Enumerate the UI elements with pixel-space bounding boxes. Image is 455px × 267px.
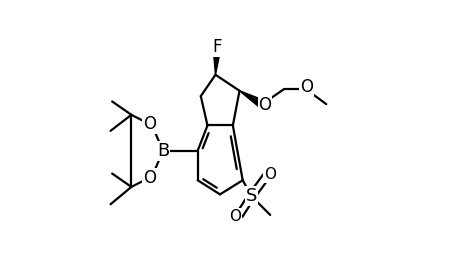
Polygon shape [213,50,220,75]
Text: O: O [264,167,276,182]
Polygon shape [239,91,264,108]
Text: B: B [157,142,169,160]
Text: O: O [143,168,156,187]
Text: S: S [246,187,257,205]
Text: O: O [300,78,313,96]
Text: O: O [229,209,242,224]
Text: F: F [212,38,222,56]
Text: O: O [143,115,156,133]
Text: O: O [258,96,271,115]
